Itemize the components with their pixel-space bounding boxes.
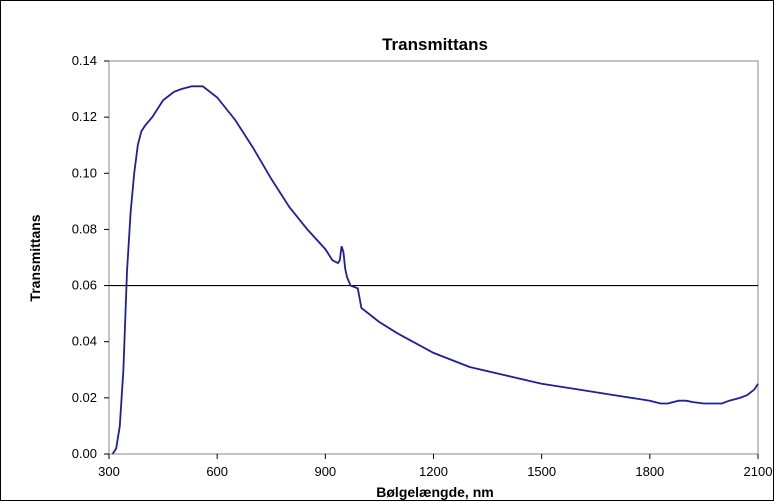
y-tick-label: 0.10 — [72, 165, 97, 180]
x-tick-label: 1200 — [419, 464, 448, 479]
plot-area — [108, 60, 759, 455]
series-line-transmittans — [111, 85, 759, 455]
x-tick-label: 1800 — [635, 464, 664, 479]
y-tick-label: 0.08 — [72, 221, 97, 236]
x-tick-label: 900 — [314, 464, 336, 479]
y-tick-label: 0.00 — [72, 446, 97, 461]
y-tick-label: 0.14 — [72, 53, 97, 68]
x-tick-label: 1500 — [527, 464, 556, 479]
x-axis-ticks: 300 600 900 1200 1500 1800 2100 — [98, 454, 772, 479]
x-tick-label: 600 — [206, 464, 228, 479]
chart-title: Transmittans — [382, 35, 488, 54]
y-tick-label: 0.12 — [72, 109, 97, 124]
y-tick-label: 0.06 — [72, 278, 97, 293]
x-axis-title: Bølgelængde, nm — [376, 484, 493, 500]
y-tick-label: 0.04 — [72, 334, 97, 349]
x-tick-label: 2100 — [744, 464, 773, 479]
x-tick-label: 300 — [98, 464, 120, 479]
y-axis-ticks: 0.00 0.02 0.04 0.06 0.08 0.10 0.12 0.14 — [72, 53, 109, 461]
y-axis-title: Transmittans — [27, 214, 43, 301]
y-tick-label: 0.02 — [72, 390, 97, 405]
